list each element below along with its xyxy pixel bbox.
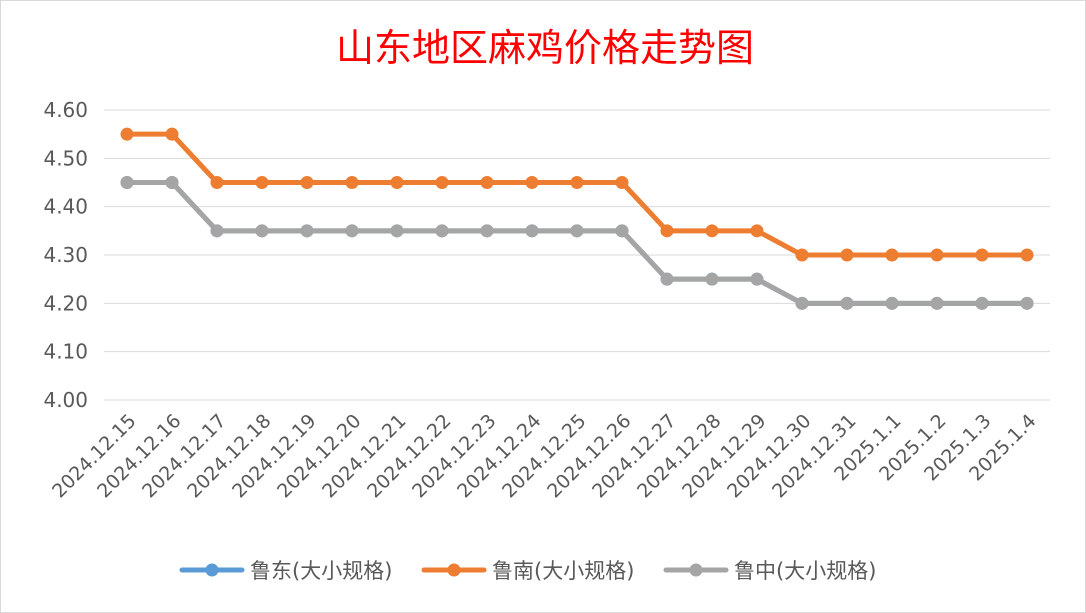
data-point [255,224,269,238]
legend-label: 鲁中(大小规格) [734,559,876,583]
data-point [165,127,179,141]
data-point [165,176,179,189]
y-tick-label: 4.20 [43,291,88,315]
series-line [124,180,1030,306]
data-point [435,224,449,238]
y-axis-ticks: 4.00 4.10 4.20 4.30 4.40 4.50 4.60 [43,98,88,412]
data-point [255,176,269,189]
data-point [210,224,224,238]
legend-marker [205,563,219,577]
data-point [975,296,989,310]
data-point [930,296,944,310]
data-point [525,224,539,238]
data-point [300,224,314,238]
data-point [345,224,359,238]
y-tick-label: 4.50 [43,146,88,170]
data-point [345,176,359,189]
data-point [480,176,494,189]
data-point [840,248,854,262]
data-point [930,248,944,262]
data-point [840,296,854,310]
series-line-2 [120,127,1034,262]
series-line [124,180,1030,306]
data-point [210,176,224,189]
y-tick-label: 4.40 [43,195,88,219]
legend-label: 鲁东(大小规格) [250,559,392,583]
legend-marker [689,563,703,577]
data-point [885,248,899,262]
y-tick-label: 4.30 [43,243,88,267]
data-point [300,176,314,189]
data-point [660,272,674,286]
legend-label: 鲁南(大小规格) [492,559,634,583]
data-point [615,224,629,238]
legend-marker [447,563,461,577]
y-tick-label: 4.60 [43,98,88,122]
data-point [525,176,539,189]
x-axis-ticks: 2024.12.152024.12.162024.12.172024.12.18… [48,410,1040,502]
legend: 鲁东(大小规格) 鲁南(大小规格) 鲁中(大小规格) [179,559,876,583]
data-point [615,176,629,189]
data-point [795,296,809,310]
data-point [1020,248,1034,262]
data-point [705,272,719,286]
data-point [570,224,584,238]
data-point [660,224,674,238]
y-tick-label: 4.00 [43,388,88,412]
data-point [570,176,584,189]
gridlines [104,109,1050,401]
data-point [750,224,764,238]
data-point [435,176,449,189]
legend-item-2: 鲁南(大小规格) [421,559,634,583]
data-point [1020,296,1034,310]
data-point [885,296,899,310]
series-group [120,127,1034,310]
data-point [390,176,404,189]
data-point [750,272,764,286]
series-line-1 [120,176,1034,310]
legend-item-3: 鲁中(大小规格) [663,559,876,583]
y-tick-label: 4.10 [43,340,88,364]
data-point [120,127,134,141]
legend-item-1: 鲁东(大小规格) [179,559,392,583]
data-point [390,224,404,238]
data-point [120,176,134,189]
data-point [705,224,719,238]
data-point [975,248,989,262]
series-line-3 [120,176,1034,310]
data-point [795,248,809,262]
chart-title: 山东地区麻鸡价格走势图 [336,26,754,70]
data-point [480,224,494,238]
